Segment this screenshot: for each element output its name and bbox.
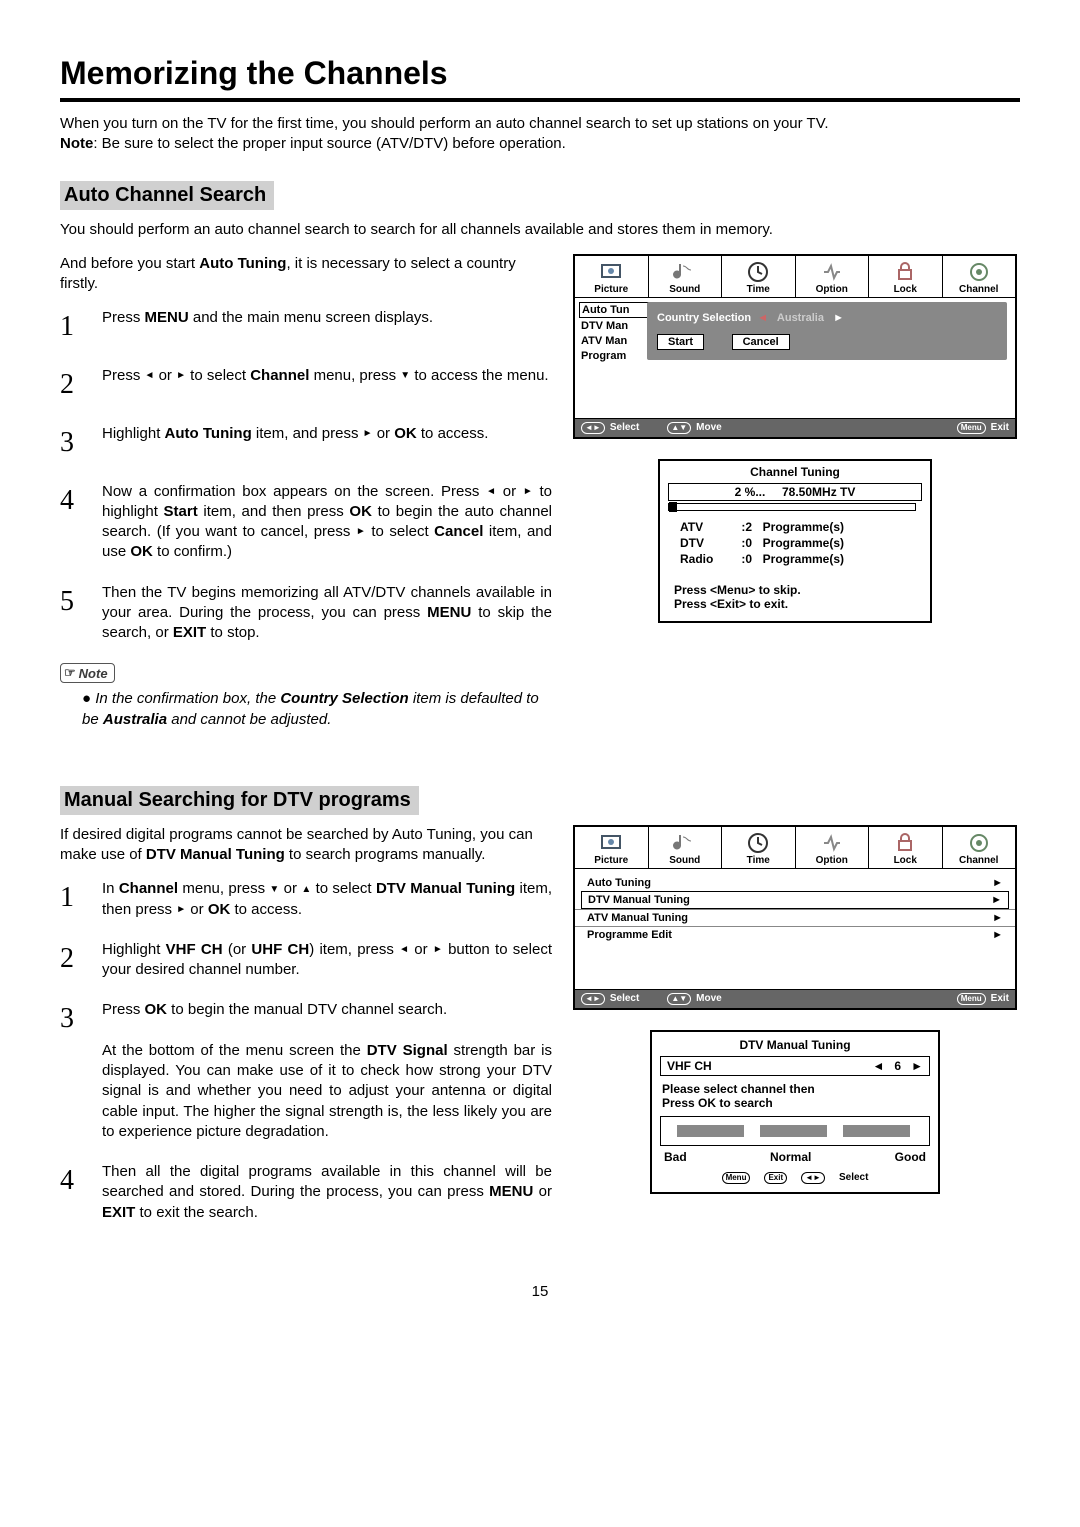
osd-tab-sound[interactable]: Sound xyxy=(649,256,723,297)
osd-auto-menu: PictureSoundTimeOptionLockChannel Auto T… xyxy=(573,254,1017,439)
osd-list-item[interactable]: ATV Manual Tuning► xyxy=(575,909,1015,926)
osd-list-item[interactable]: Programme Edit► xyxy=(575,926,1015,943)
step: 4Now a confirmation box appears on the s… xyxy=(60,482,552,563)
auto-note-text: ● In the confirmation box, the Country S… xyxy=(82,689,552,730)
start-button[interactable]: Start xyxy=(657,334,704,350)
step: 3Highlight Auto Tuning item, and press ►… xyxy=(60,424,552,462)
step: 2Highlight VHF CH (or UHF CH) item, pres… xyxy=(60,940,552,981)
manual-steps: 1In Channel menu, press ▼ or ▲ to select… xyxy=(60,879,552,1223)
dtv-manual-box: DTV Manual Tuning VHF CH ◄ 6 ► Please se… xyxy=(650,1030,940,1194)
step: 5Then the TV begins memorizing all ATV/D… xyxy=(60,583,552,644)
auto-steps: 1Press MENU and the main menu screen dis… xyxy=(60,308,552,643)
step: 1Press MENU and the main menu screen dis… xyxy=(60,308,552,346)
tuning-row: Radio:0 Programme(s) xyxy=(680,551,910,567)
osd-tab-option[interactable]: Option xyxy=(796,827,870,868)
note-badge: ☞ Note xyxy=(60,663,115,683)
osd-tab-option[interactable]: Option xyxy=(796,256,870,297)
osd-tab-channel[interactable]: Channel xyxy=(943,827,1016,868)
osd-side-item[interactable]: Auto Tun xyxy=(579,302,654,318)
note-prefix: Note xyxy=(60,135,93,152)
intro: When you turn on the TV for the first ti… xyxy=(60,114,1020,155)
auto-para1: You should perform an auto channel searc… xyxy=(60,220,1020,240)
osd-side-item[interactable]: ATV Man xyxy=(579,334,649,348)
intro-line1: When you turn on the TV for the first ti… xyxy=(60,115,829,132)
tuning-row: DTV:0 Programme(s) xyxy=(680,535,910,551)
osd-tab-lock[interactable]: Lock xyxy=(869,827,943,868)
osd-channel-menu: PictureSoundTimeOptionLockChannel Auto T… xyxy=(573,825,1017,1010)
manual-heading: Manual Searching for DTV programs xyxy=(60,786,419,815)
title-rule xyxy=(60,98,1020,102)
osd-tab-picture[interactable]: Picture xyxy=(575,827,649,868)
osd-side-item[interactable]: DTV Man xyxy=(579,319,649,333)
osd-list-item[interactable]: DTV Manual Tuning► xyxy=(581,891,1009,909)
hand-icon: ☞ xyxy=(64,665,76,681)
country-popup: Country Selection ◄ Australia ► Start Ca… xyxy=(647,302,1007,360)
osd-tab-time[interactable]: Time xyxy=(722,256,796,297)
tuning-row: ATV:2 Programme(s) xyxy=(680,519,910,535)
step: 1In Channel menu, press ▼ or ▲ to select… xyxy=(60,879,552,920)
osd-side-item[interactable]: Program xyxy=(579,349,649,363)
step: 3Press OK to begin the manual DTV channe… xyxy=(60,1000,552,1142)
osd-list-item[interactable]: Auto Tuning► xyxy=(575,875,1015,891)
osd-tab-picture[interactable]: Picture xyxy=(575,256,649,297)
manual-para1: If desired digital programs cannot be se… xyxy=(60,825,552,866)
osd-tab-time[interactable]: Time xyxy=(722,827,796,868)
page: Memorizing the Channels When you turn on… xyxy=(0,0,1080,1340)
channel-tuning-box: Channel Tuning 2 %... 78.50MHz TV ATV:2 … xyxy=(658,459,932,623)
intro-note: : Be sure to select the proper input sou… xyxy=(93,135,565,152)
auto-heading: Auto Channel Search xyxy=(60,181,274,210)
osd-tab-channel[interactable]: Channel xyxy=(943,256,1016,297)
page-number: 15 xyxy=(60,1283,1020,1300)
cancel-button[interactable]: Cancel xyxy=(732,334,790,350)
osd-tab-sound[interactable]: Sound xyxy=(649,827,723,868)
auto-para2: And before you start Auto Tuning, it is … xyxy=(60,254,552,295)
osd-tab-lock[interactable]: Lock xyxy=(869,256,943,297)
page-title: Memorizing the Channels xyxy=(60,55,1020,92)
step: 4Then all the digital programs available… xyxy=(60,1162,552,1223)
step: 2Press ◄ or ► to select Channel menu, pr… xyxy=(60,366,552,404)
